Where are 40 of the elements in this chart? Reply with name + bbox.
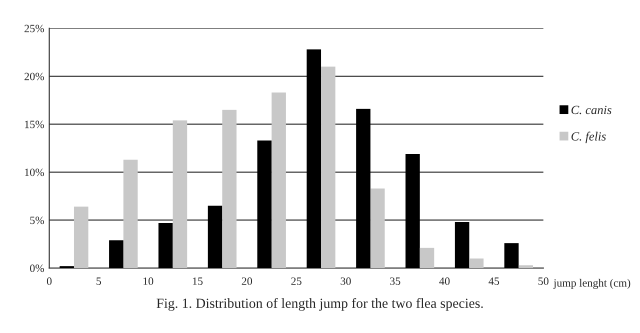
x-tick-label: 50 <box>538 277 548 285</box>
bar <box>356 108 370 268</box>
x-tick-label: 5 <box>96 278 102 285</box>
bar <box>74 206 88 268</box>
bar <box>123 160 138 268</box>
x-tick-label: 20 <box>242 277 252 285</box>
y-tick-label: 0% <box>30 264 44 272</box>
y-tick-label: 15% <box>25 120 44 128</box>
x-tick-label: 15 <box>192 277 203 285</box>
text: Fig. 1. Distribution of length jump for the two flea species. <box>156 298 483 311</box>
y-tick-label: 10% <box>25 168 44 176</box>
x-tick-label: 40 <box>439 277 450 285</box>
y-tick-label: 20% <box>24 72 44 80</box>
x-tick-label: 0 <box>46 277 52 285</box>
y-tick-label: 5% <box>30 216 44 224</box>
legend-label: C. canis <box>571 106 612 114</box>
bar <box>272 92 286 268</box>
bar <box>109 240 124 268</box>
legend-label: C. felis <box>571 132 606 144</box>
bar <box>518 265 533 268</box>
x-axis-title: jump lenght (cm) <box>553 278 630 289</box>
x-tick-label: 35 <box>390 277 400 285</box>
bar <box>257 140 272 268</box>
bar <box>370 188 385 268</box>
bar <box>469 258 484 268</box>
bar <box>454 222 470 268</box>
bar <box>208 206 222 268</box>
bar <box>158 222 173 268</box>
bar <box>406 154 420 268</box>
x-tick-label: 45 <box>488 277 500 285</box>
y-tick-label: 25% <box>24 24 44 32</box>
bar <box>504 243 519 268</box>
bar <box>321 66 336 268</box>
x-tick-label: 10 <box>144 277 154 285</box>
x-tick-label: 30 <box>340 277 351 285</box>
bar <box>172 120 188 268</box>
bar <box>306 49 322 268</box>
bar <box>222 110 237 268</box>
bar <box>420 248 434 268</box>
x-tick-label: 25 <box>291 277 302 285</box>
